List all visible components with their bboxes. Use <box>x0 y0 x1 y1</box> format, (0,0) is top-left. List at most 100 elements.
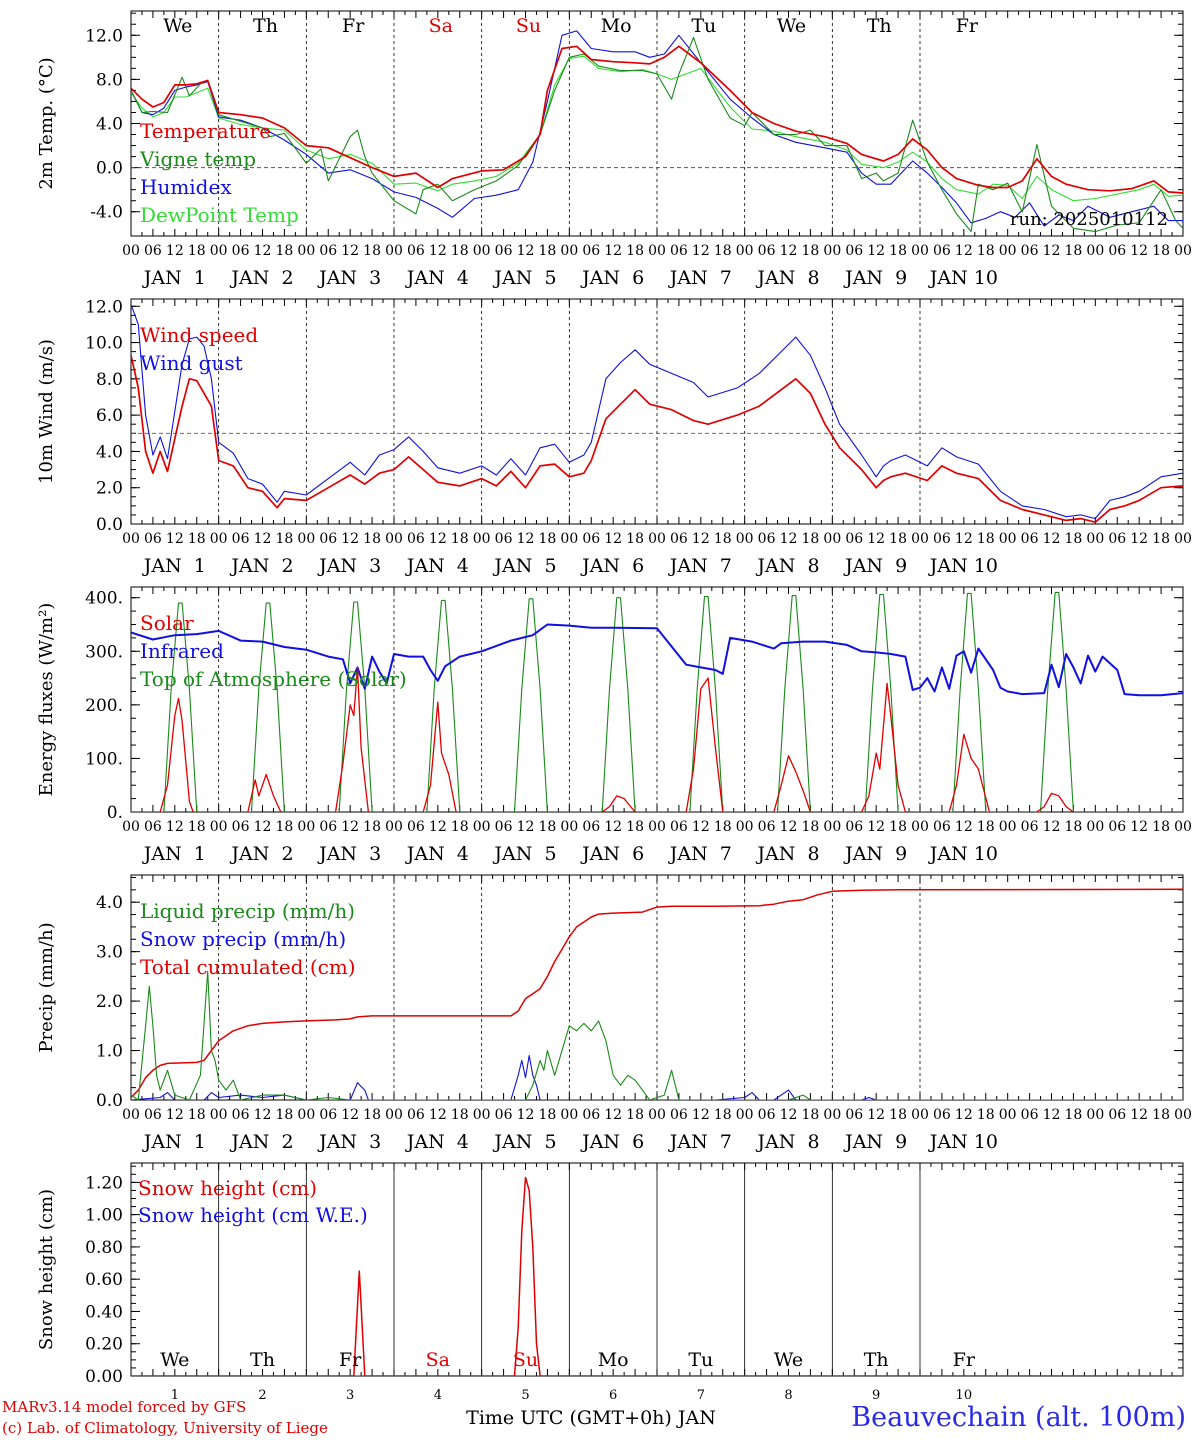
hour-tick-label: 00 <box>823 531 841 547</box>
hour-tick-label: 18 <box>1152 1107 1170 1123</box>
model-credit: MARv3.14 model forced by GFS <box>2 1398 247 1416</box>
day-label: JAN 8 <box>755 843 819 865</box>
series-line <box>131 355 1183 524</box>
hour-tick-label: 06 <box>1108 531 1126 547</box>
hour-tick-label: 06 <box>407 531 425 547</box>
hour-tick-label: 06 <box>845 1107 863 1123</box>
day-label: JAN 10 <box>928 843 998 865</box>
hour-tick-label: 18 <box>276 531 294 547</box>
hour-tick-label: 06 <box>845 819 863 835</box>
series-line <box>131 591 1183 812</box>
hour-tick-label: 06 <box>1108 1107 1126 1123</box>
hour-tick-label: 18 <box>1152 531 1170 547</box>
plot-frame <box>130 298 1184 525</box>
hour-tick-label: 18 <box>626 531 644 547</box>
hour-tick-label: 00 <box>473 819 491 835</box>
legend-entry: Vigne temp <box>139 147 256 171</box>
hour-tick-label: 12 <box>429 1107 447 1123</box>
hour-tick-label: 18 <box>1065 1107 1083 1123</box>
day-label: JAN 10 <box>928 1131 998 1153</box>
hour-tick-label: 00 <box>911 1107 929 1123</box>
hour-tick-label: 12 <box>1130 1107 1148 1123</box>
hour-tick-label: 06 <box>758 243 776 259</box>
y-tick-label: 0.0 <box>96 515 123 535</box>
day-label: JAN 3 <box>317 1131 381 1153</box>
day-label: JAN 8 <box>755 1131 819 1153</box>
hour-tick-label: 18 <box>451 819 469 835</box>
legend-entry: Humidex <box>140 175 232 199</box>
day-label: JAN 4 <box>405 555 469 577</box>
series-line <box>131 666 1183 812</box>
x-axis-label: Time UTC (GMT+0h) JAN <box>466 1407 716 1429</box>
hour-tick-label: 12 <box>517 1107 535 1123</box>
hour-tick-label: 00 <box>297 1107 315 1123</box>
hour-tick-label: 12 <box>166 531 184 547</box>
hour-tick-label: 00 <box>823 1107 841 1123</box>
hour-tick-label: 12 <box>867 1107 885 1123</box>
hour-tick-label: 00 <box>1174 1107 1192 1123</box>
hour-tick-label: 18 <box>714 819 732 835</box>
hour-tick-label: 06 <box>1108 243 1126 259</box>
hour-tick-label: 00 <box>560 1107 578 1123</box>
weekday-label: Su <box>513 1349 538 1371</box>
hour-tick-label: 12 <box>254 243 272 259</box>
y-tick-label: 1.0 <box>96 1042 123 1062</box>
hour-tick-label: 12 <box>692 819 710 835</box>
hour-tick-label: 18 <box>451 1107 469 1123</box>
hour-tick-label: 00 <box>1174 819 1192 835</box>
hour-tick-label: 06 <box>1021 243 1039 259</box>
hour-tick-label: 12 <box>341 531 359 547</box>
hour-tick-label: 06 <box>319 819 337 835</box>
y-tick-label: 0.0 <box>96 1091 123 1111</box>
hour-tick-label: 06 <box>670 1107 688 1123</box>
y-tick-label: 0.0 <box>96 159 123 179</box>
hour-tick-label: 06 <box>144 243 162 259</box>
hour-tick-label: 18 <box>188 1107 206 1123</box>
hour-tick-label: 00 <box>297 243 315 259</box>
hour-tick-label: 12 <box>867 531 885 547</box>
hour-tick-label: 00 <box>560 531 578 547</box>
hour-tick-label: 06 <box>1021 819 1039 835</box>
day-label: JAN 5 <box>492 1131 556 1153</box>
weekday-label: We <box>774 1349 803 1371</box>
hour-tick-label: 18 <box>714 1107 732 1123</box>
legend-entry: Solar <box>140 611 194 635</box>
hour-tick-label: 12 <box>604 1107 622 1123</box>
hour-tick-label: 18 <box>363 819 381 835</box>
y-tick-label: 8.0 <box>96 370 123 390</box>
hour-tick-label: 06 <box>1108 819 1126 835</box>
weekday-label: Fr <box>953 1349 976 1371</box>
hour-tick-label: 18 <box>1065 243 1083 259</box>
day-label: JAN 7 <box>668 1131 732 1153</box>
legend-entry: Wind gust <box>140 351 243 375</box>
hour-tick-label: 00 <box>648 1107 666 1123</box>
hour-tick-label: 12 <box>780 531 798 547</box>
legend-entry: Infrared <box>140 639 224 663</box>
day-label: JAN 6 <box>580 267 644 289</box>
day-number: 1 <box>171 1388 179 1403</box>
y-tick-label: 0. <box>107 803 123 823</box>
hour-tick-label: 18 <box>276 1107 294 1123</box>
weekday-label: Th <box>250 1349 275 1371</box>
hour-tick-label: 00 <box>1174 531 1192 547</box>
day-label: JAN 7 <box>668 267 732 289</box>
hour-tick-label: 12 <box>254 819 272 835</box>
hour-tick-label: 06 <box>1021 1107 1039 1123</box>
legend-entry: Total cumulated (cm) <box>140 955 356 979</box>
hour-tick-label: 18 <box>539 531 557 547</box>
weekday-label: Tu <box>691 15 716 37</box>
hour-tick-label: 18 <box>276 819 294 835</box>
hour-tick-label: 00 <box>648 243 666 259</box>
series-line <box>131 623 1183 697</box>
y-axis-label: 2m Temp. (°C) <box>36 57 57 189</box>
hour-tick-label: 06 <box>845 531 863 547</box>
hour-tick-label: 00 <box>473 243 491 259</box>
y-tick-label: 1.20 <box>85 1173 123 1193</box>
hour-tick-label: 00 <box>560 243 578 259</box>
y-tick-label: -4.0 <box>90 203 123 223</box>
hour-tick-label: 06 <box>670 243 688 259</box>
hour-tick-label: 00 <box>385 819 403 835</box>
lab-credit: (c) Lab. of Climatology, University of L… <box>2 1419 328 1437</box>
hour-tick-label: 18 <box>714 531 732 547</box>
y-tick-label: 100. <box>85 749 123 769</box>
